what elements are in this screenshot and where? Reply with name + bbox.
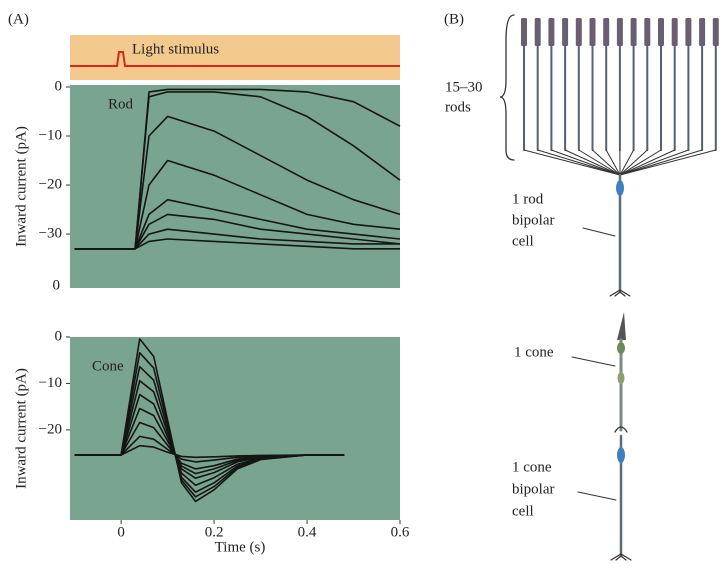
y-tick-label: −30 [39, 226, 62, 242]
rod-axon [564, 149, 621, 176]
cone-bipolar-label: bipolar [512, 481, 555, 497]
y-tick-label: −10 [39, 127, 62, 143]
rod-outer-segment [575, 18, 582, 46]
brace [499, 14, 515, 161]
trace-label: Rod [108, 96, 134, 112]
rod-axon [619, 149, 703, 176]
cell-body [616, 180, 624, 196]
y-tick-label: −10 [39, 375, 62, 391]
rod-outer-segment [685, 18, 692, 46]
stimulus-trace [70, 51, 400, 67]
rod-axon [523, 149, 621, 176]
rod-bipolar-label: bipolar [512, 212, 555, 228]
rod-outer-segment [548, 18, 555, 46]
rod-axon [619, 149, 648, 176]
y-tick-label: −20 [39, 421, 62, 437]
rod-outer-segment [562, 18, 569, 46]
rod-axon [619, 149, 662, 176]
axis-note: 0 [53, 277, 61, 293]
x-tick-label: 0.4 [298, 524, 317, 540]
cell-body [617, 447, 625, 463]
rod-outer-segment [699, 18, 706, 46]
trace [74, 238, 400, 250]
cone-body [617, 342, 625, 354]
rod-outer-segment [603, 18, 610, 46]
rod-bipolar-label: 1 rod [512, 191, 544, 207]
rod-axon [605, 149, 621, 176]
rod-axon [619, 149, 635, 176]
cone-label: 1 cone [514, 344, 554, 360]
rod-axon [592, 149, 621, 176]
panel-label: (B) [444, 11, 464, 27]
terminal [609, 289, 631, 297]
rod-axon [578, 149, 621, 176]
rod-outer-segment [644, 18, 651, 46]
rod-outer-segment [589, 18, 596, 46]
rod-outer-segment [521, 18, 527, 46]
rod-outer-segment [658, 18, 664, 46]
y-axis-label: Inward current (pA) [13, 126, 29, 247]
rod-axon [550, 149, 621, 176]
cone-bipolar-label: cell [512, 503, 534, 519]
rods [521, 18, 719, 176]
y-axis-label: Inward current (pA) [13, 368, 29, 489]
rod-bipolar-label: cell [512, 233, 534, 249]
x-tick-label: 0.2 [205, 524, 224, 540]
x-axis-label: Time (s) [215, 539, 266, 555]
y-tick-label: −20 [39, 176, 62, 192]
synapse [614, 426, 628, 433]
rods-label: 15–30 [445, 79, 483, 95]
panel-label: (A) [8, 11, 29, 27]
rod-axon [619, 149, 676, 176]
rod-plot-bg [70, 85, 400, 288]
cone-outer-segment [617, 312, 626, 340]
rods-label: rods [445, 99, 471, 115]
rod-outer-segment [671, 18, 678, 46]
trace [74, 198, 401, 250]
trace [74, 228, 400, 250]
trace [74, 115, 401, 250]
trace [74, 159, 401, 250]
stimulus-box [70, 35, 400, 80]
cone-nucleus [617, 372, 625, 384]
x-tick-label: 0.6 [391, 524, 410, 540]
pointer [577, 491, 617, 501]
rod-outer-segment [616, 18, 623, 46]
trace [74, 91, 401, 250]
rod-outer-segment [712, 18, 719, 46]
stimulus-label: Light stimulus [132, 41, 219, 57]
cone-bipolar-label: 1 cone [512, 459, 552, 475]
y-tick-label: 0 [55, 328, 63, 344]
pointer [571, 356, 616, 367]
terminal [610, 553, 632, 561]
trace [74, 213, 401, 250]
pointer [582, 227, 616, 237]
rod-axon [619, 149, 689, 176]
rod-axon [619, 149, 717, 176]
rod-outer-segment [630, 18, 637, 46]
trace-label: Cone [92, 358, 124, 374]
trace [74, 444, 345, 459]
panel-b: (B) 15–30 rods 1 rod bipolar cell 1 cone… [444, 11, 719, 561]
rod-outer-segment [534, 18, 541, 46]
x-tick-label: 0 [117, 524, 125, 540]
rod-axon [537, 149, 621, 176]
y-tick-label: 0 [55, 78, 63, 94]
